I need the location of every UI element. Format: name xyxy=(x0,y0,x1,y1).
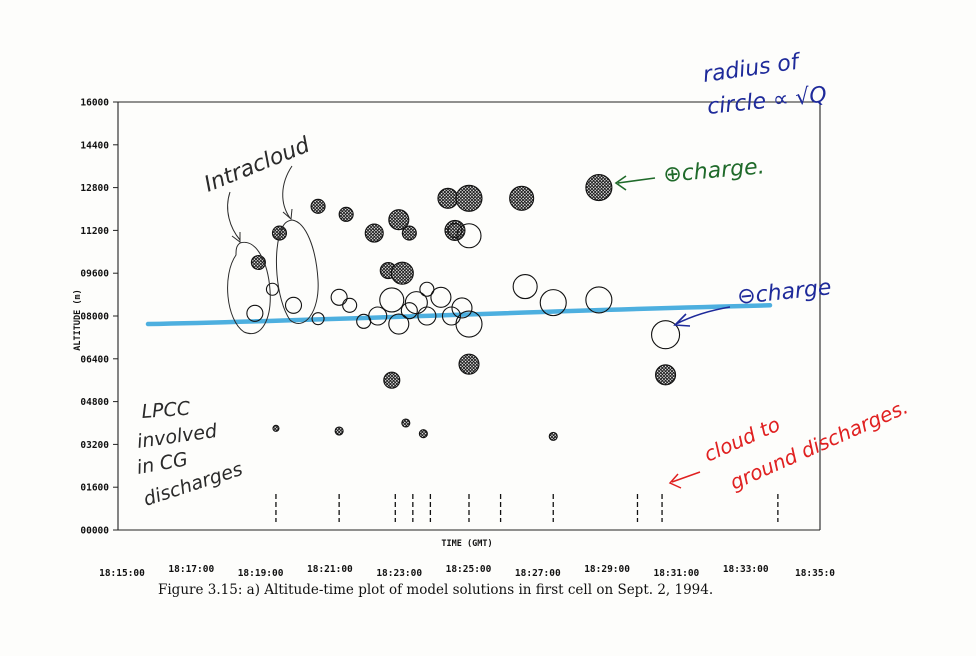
data-points xyxy=(246,174,681,441)
negative-point xyxy=(455,310,483,338)
y-tick-label: 09600 xyxy=(80,269,109,280)
positive-point xyxy=(338,206,354,222)
figure-caption: Figure 3.15: a) Altitude-time plot of mo… xyxy=(158,582,714,598)
negative-charge-line xyxy=(145,303,773,327)
positive-point xyxy=(655,364,677,386)
x-tick-label: 18:23:00 xyxy=(376,568,422,579)
positive-point xyxy=(458,353,480,375)
y-axis-title: ALTITUDE (m) xyxy=(73,289,83,350)
negative-charge-arrow xyxy=(673,306,731,327)
y-tick-label: 16000 xyxy=(80,98,109,109)
negative-point xyxy=(512,274,538,300)
x-tick-label: 18:29:00 xyxy=(584,564,630,575)
y-tick-label: 08000 xyxy=(80,312,109,323)
intracloud-arrow-right-head xyxy=(282,208,293,221)
x-tick-label: 18:25:00 xyxy=(446,564,492,575)
negative-point xyxy=(368,306,388,326)
x-tick-label: 18:15:00 xyxy=(99,568,145,579)
positive-point xyxy=(310,198,326,214)
x-tick-label: 18:31:00 xyxy=(654,568,700,579)
lpcc-line-2: involved xyxy=(136,420,220,453)
negative-point xyxy=(585,286,613,314)
negative-point xyxy=(539,289,567,317)
x-ticks: 18:15:00 18:17:00 18:19:00 18:21:00 18:23:00… xyxy=(99,564,835,579)
negative-point xyxy=(311,312,325,326)
negative-point xyxy=(430,286,452,308)
positive-point xyxy=(271,225,288,241)
negative-point xyxy=(404,291,428,315)
intracloud-arrow-left xyxy=(227,191,241,241)
lpcc-line-3: in CG xyxy=(135,448,189,479)
radius-note-line1: radius of xyxy=(701,49,803,88)
positive-point xyxy=(455,184,483,212)
negative-point xyxy=(379,287,405,313)
lpcc-point xyxy=(548,431,558,441)
y-tick-label: 04800 xyxy=(80,397,109,408)
x-tick-label: 18:27:00 xyxy=(515,568,561,579)
intracloud-note: Intracloud xyxy=(201,132,314,197)
intracloud-loop-left xyxy=(227,241,271,335)
positive-point xyxy=(364,223,384,243)
intracloud-loop-right xyxy=(275,219,319,324)
radius-note-line2: circle ∝ √Q xyxy=(706,83,828,120)
negative-point xyxy=(342,297,358,313)
intracloud-arrow-left-head xyxy=(231,232,241,243)
positive-point xyxy=(383,371,401,389)
negative-point xyxy=(456,223,482,249)
cg-discharge-strokes xyxy=(275,494,779,522)
positive-point xyxy=(388,209,410,231)
x-tick-label: 18:21:00 xyxy=(307,564,353,575)
x-tick-label: 18:17:00 xyxy=(168,564,214,575)
negative-point xyxy=(400,302,418,320)
y-tick-label: 03200 xyxy=(80,440,109,451)
y-ticks: 16000 14400 12800 11200 09600 08000 06400 04800… xyxy=(80,98,118,537)
positive-point xyxy=(585,174,613,202)
lpcc-line-1: LPCC xyxy=(141,398,192,423)
negative-point xyxy=(265,282,279,296)
negative-point xyxy=(246,304,264,322)
negative-charge-note: ⊖charge xyxy=(736,275,833,310)
positive-point xyxy=(401,225,417,241)
positive-point xyxy=(390,261,414,285)
negative-point xyxy=(441,306,462,326)
y-tick-label: 12800 xyxy=(80,183,109,194)
intracloud-arrow-right xyxy=(282,165,293,219)
y-tick-label: 11200 xyxy=(80,226,109,237)
negative-point xyxy=(388,313,410,335)
lpcc-note: LPCC involved in CG discharges xyxy=(135,398,245,511)
lpcc-point xyxy=(334,426,344,436)
y-tick-label: 01600 xyxy=(80,483,109,494)
positive-point xyxy=(509,185,535,211)
negative-point xyxy=(417,306,437,326)
positive-point xyxy=(437,187,459,209)
intracloud-loops xyxy=(227,165,319,335)
lpcc-point xyxy=(272,424,280,432)
cg-note-arrow xyxy=(668,471,701,489)
x-tick-label: 18:33:00 xyxy=(723,564,769,575)
y-tick-label: 06400 xyxy=(80,354,109,365)
x-tick-label: 18:35:0 xyxy=(795,568,835,579)
negative-point xyxy=(651,320,681,350)
negative-point xyxy=(419,281,435,297)
negative-point xyxy=(284,296,303,314)
y-tick-label: 14400 xyxy=(80,140,109,151)
positive-charge-arrow xyxy=(614,175,656,191)
positive-charge-note: ⊕charge. xyxy=(662,154,765,188)
lpcc-point xyxy=(418,429,428,439)
negative-point xyxy=(451,297,473,319)
y-tick-label: 00000 xyxy=(80,526,109,537)
lpcc-point xyxy=(401,418,411,428)
x-tick-label: 18:19:00 xyxy=(238,568,284,579)
positive-point xyxy=(250,254,266,271)
x-axis-title: TIME (GMT) xyxy=(441,539,492,549)
negative-point xyxy=(330,288,348,306)
negative-point xyxy=(447,222,463,238)
